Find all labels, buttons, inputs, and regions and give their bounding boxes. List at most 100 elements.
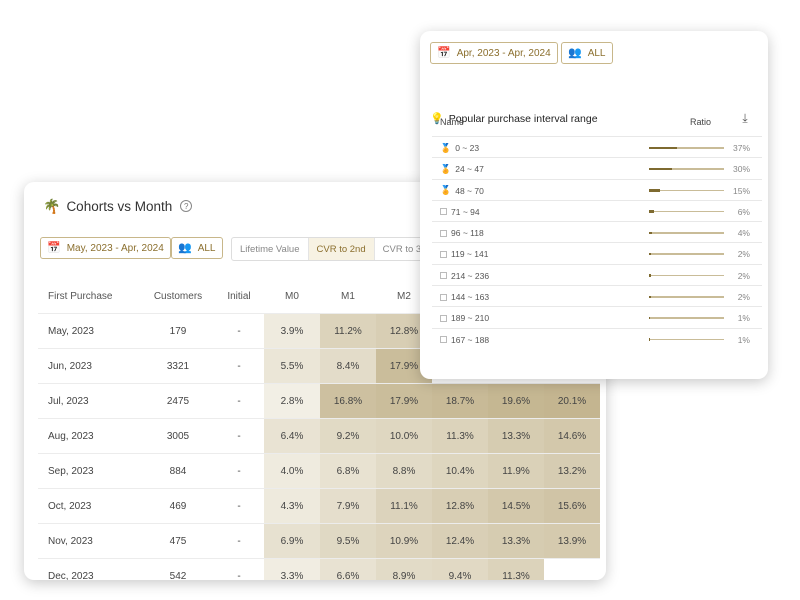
cvr-cell: 11.3% (488, 558, 544, 580)
interval-name: 96 ~ 118 (440, 228, 484, 238)
cohorts-title: 🌴 Cohorts vs Month ? (43, 196, 193, 216)
cvr-cell: 18.7% (432, 383, 488, 419)
ratio-percent: 15% (732, 185, 750, 196)
ratio-percent: 1% (737, 334, 750, 345)
ratio-percent: 1% (737, 313, 750, 324)
ratio-bar-fill (649, 189, 661, 192)
cvr-cell: 15.6% (544, 488, 600, 524)
medal-icon: 🏅 (440, 142, 452, 153)
ratio-bar (649, 274, 724, 277)
help-icon[interactable]: ? (180, 200, 193, 212)
tab-cvr-to-2nd[interactable]: CVR to 2nd (307, 238, 374, 260)
segment-label: ALL (197, 242, 216, 254)
initial-value: - (214, 453, 264, 489)
medal-icon: 🏅 (440, 163, 452, 174)
col-ratio: Ratio (690, 117, 712, 127)
square-icon (440, 336, 447, 344)
interval-label: 0 ~ 23 (455, 143, 480, 153)
cvr-cell: 6.4% (264, 418, 320, 454)
list-item: 167 ~ 188 1% (432, 327, 762, 349)
metric-tabs: Lifetime Value CVR to 2nd CVR to 3 (231, 237, 431, 261)
initial-value: - (214, 523, 264, 559)
ratio-percent: 2% (737, 270, 750, 281)
segment-selector[interactable]: 👥 ALL (171, 237, 223, 259)
customers-count: 542 (142, 558, 214, 580)
cvr-cell: 7.9% (320, 488, 376, 524)
column-header: Initial (227, 290, 251, 302)
initial-value: - (214, 488, 264, 524)
interval-list: 🏅 0 ~ 23 37% 🏅 24 ~ 47 30% 🏅 48 ~ 70 15% 71 ~ 94 6… (432, 136, 762, 349)
cvr-cell: 12.8% (432, 488, 488, 524)
users-icon: 👥 (568, 46, 582, 59)
cvr-cell: 13.3% (488, 523, 544, 559)
column-header: First Purchase (48, 290, 113, 302)
cvr-cell: 13.3% (488, 418, 544, 454)
cohort-month: Nov, 2023 (38, 523, 142, 559)
square-icon (440, 250, 447, 258)
list-item: 🏅 24 ~ 47 30% (432, 157, 762, 178)
tab-lifetime-value[interactable]: Lifetime Value (240, 243, 300, 255)
cvr-cell: 16.8% (320, 383, 376, 419)
square-icon (440, 293, 447, 301)
interval-name: 189 ~ 210 (440, 313, 489, 323)
interval-title-text: Popular purchase interval range (448, 113, 598, 125)
cvr-cell: 14.5% (488, 488, 544, 524)
ratio-percent: 2% (737, 292, 750, 303)
interval-label: 144 ~ 163 (451, 292, 490, 303)
interval-name: 🏅 48 ~ 70 (440, 186, 484, 196)
cvr-cell (544, 558, 600, 580)
interval-name: 119 ~ 141 (440, 249, 488, 259)
interval-label: 214 ~ 236 (451, 270, 490, 281)
interval-date-range-picker[interactable]: 📅 Apr, 2023 - Apr, 2024 (430, 42, 558, 64)
initial-value: - (214, 313, 264, 349)
cohorts-title-text: Cohorts vs Month (66, 198, 173, 214)
ratio-bar-fill (649, 295, 651, 299)
cohort-month: May, 2023 (38, 313, 142, 349)
ratio-bar (649, 231, 724, 235)
ratio-bar-fill (649, 210, 654, 213)
interval-label: 96 ~ 118 (451, 228, 484, 239)
cvr-cell: 13.2% (544, 453, 600, 489)
interval-label: 24 ~ 47 (455, 164, 484, 175)
cohort-month: Sep, 2023 (38, 453, 142, 489)
interval-label: 71 ~ 94 (451, 206, 480, 217)
interval-label: 189 ~ 210 (451, 313, 490, 324)
list-item: 🏅 48 ~ 70 15% (432, 178, 762, 200)
cvr-cell: 8.8% (376, 453, 432, 489)
cvr-cell: 9.5% (320, 523, 376, 559)
cvr-cell: 11.9% (488, 453, 544, 489)
list-item: 119 ~ 141 2% (432, 242, 762, 263)
cvr-cell: 3.9% (264, 313, 320, 349)
cvr-cell: 9.4% (432, 558, 488, 580)
cvr-cell: 17.9% (376, 383, 432, 419)
ratio-bar-fill (649, 167, 672, 171)
tab-cvr-to-3[interactable]: CVR to 3 (373, 238, 430, 260)
ratio-percent: 37% (732, 143, 750, 153)
download-icon[interactable]: ⤓ (742, 111, 748, 125)
cvr-cell: 4.3% (264, 488, 320, 524)
table-row: Dec, 2023 542-3.3% 6.6% 8.9% 9.4% 11.3% (38, 558, 600, 580)
square-icon (440, 229, 447, 237)
ratio-bar (649, 252, 724, 256)
cvr-cell: 14.6% (544, 418, 600, 454)
customers-count: 475 (142, 523, 214, 559)
table-row: Aug, 2023 3005-6.4% 9.2% 10.0% 11.3% 13.3% 14.… (38, 418, 600, 454)
users-icon: 👥 (178, 241, 192, 254)
cvr-cell: 11.3% (432, 418, 488, 454)
ratio-bar-fill (649, 252, 651, 256)
cvr-cell: 10.0% (376, 418, 432, 454)
cvr-cell: 2.8% (264, 383, 320, 419)
square-icon (440, 314, 447, 322)
cvr-cell: 19.6% (488, 383, 544, 419)
ratio-percent: 6% (737, 206, 750, 217)
interval-name: 🏅 0 ~ 23 (440, 143, 479, 153)
customers-count: 469 (142, 488, 214, 524)
cohort-month: Oct, 2023 (38, 488, 142, 524)
cohort-month: Dec, 2023 (38, 558, 142, 580)
interval-label: 167 ~ 188 (451, 334, 490, 345)
cvr-cell: 11.1% (376, 488, 432, 524)
interval-segment-selector[interactable]: 👥 ALL (561, 42, 613, 64)
date-range-picker[interactable]: 📅 May, 2023 - Apr, 2024 (40, 237, 171, 259)
cvr-cell: 9.2% (320, 418, 376, 454)
initial-value: - (214, 383, 264, 419)
